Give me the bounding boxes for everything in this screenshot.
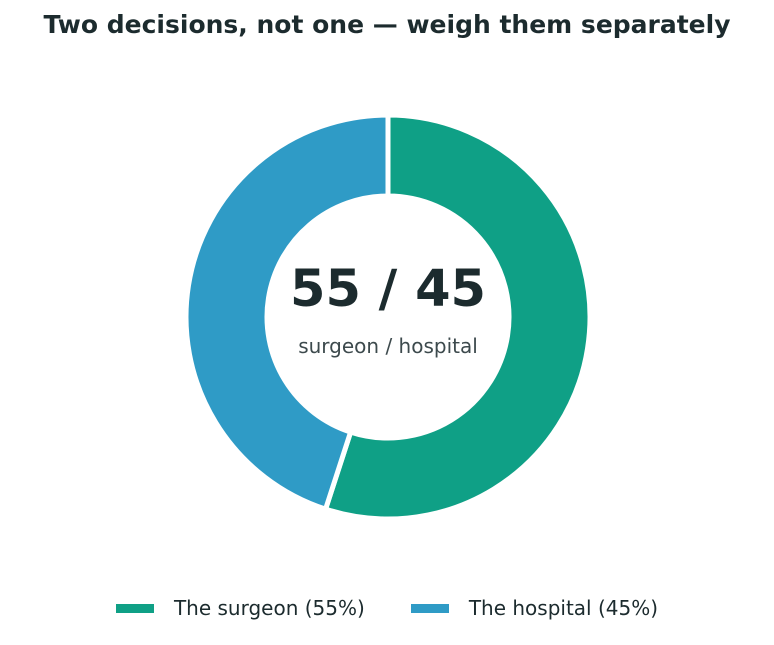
legend-item-hospital: The hospital (45%)	[410, 596, 659, 620]
legend-item-surgeon: The surgeon (55%)	[115, 596, 365, 620]
legend-swatch-surgeon	[115, 603, 154, 613]
donut-slice-hospital	[183, 112, 391, 513]
legend-label-hospital: The hospital (45%)	[468, 596, 659, 620]
legend-swatch-hospital	[410, 603, 449, 613]
donut-slices	[183, 112, 593, 522]
legend-label-surgeon: The surgeon (55%)	[173, 596, 365, 620]
legend: The surgeon (55%) The hospital (45%)	[0, 596, 774, 620]
center-value: 55 / 45	[290, 260, 486, 319]
donut-slice-surgeon	[322, 112, 593, 522]
center-caption: surgeon / hospital	[298, 334, 478, 358]
chart-title: Two decisions, not one — weigh them sepa…	[43, 10, 731, 39]
